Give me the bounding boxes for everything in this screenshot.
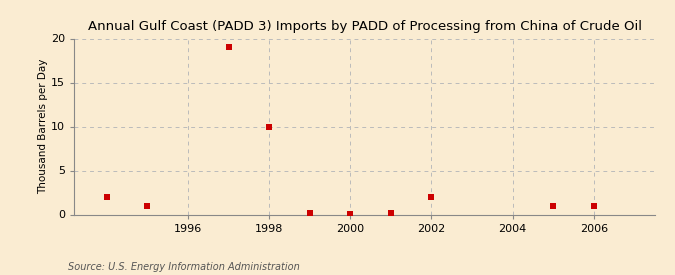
Y-axis label: Thousand Barrels per Day: Thousand Barrels per Day (38, 59, 49, 194)
Point (142, 204, 153, 208)
Point (589, 204, 599, 208)
Point (264, 124, 275, 129)
Point (304, 211, 315, 215)
Title: Annual Gulf Coast (PADD 3) Imports by PADD of Processing from China of Crude Oil: Annual Gulf Coast (PADD 3) Imports by PA… (88, 20, 641, 33)
Text: Source: U.S. Energy Information Administration: Source: U.S. Energy Information Administ… (68, 262, 299, 272)
Point (426, 195, 437, 199)
Point (345, 211, 356, 216)
Point (548, 204, 559, 208)
Point (101, 195, 112, 199)
Point (385, 211, 396, 215)
Point (223, 45, 234, 50)
